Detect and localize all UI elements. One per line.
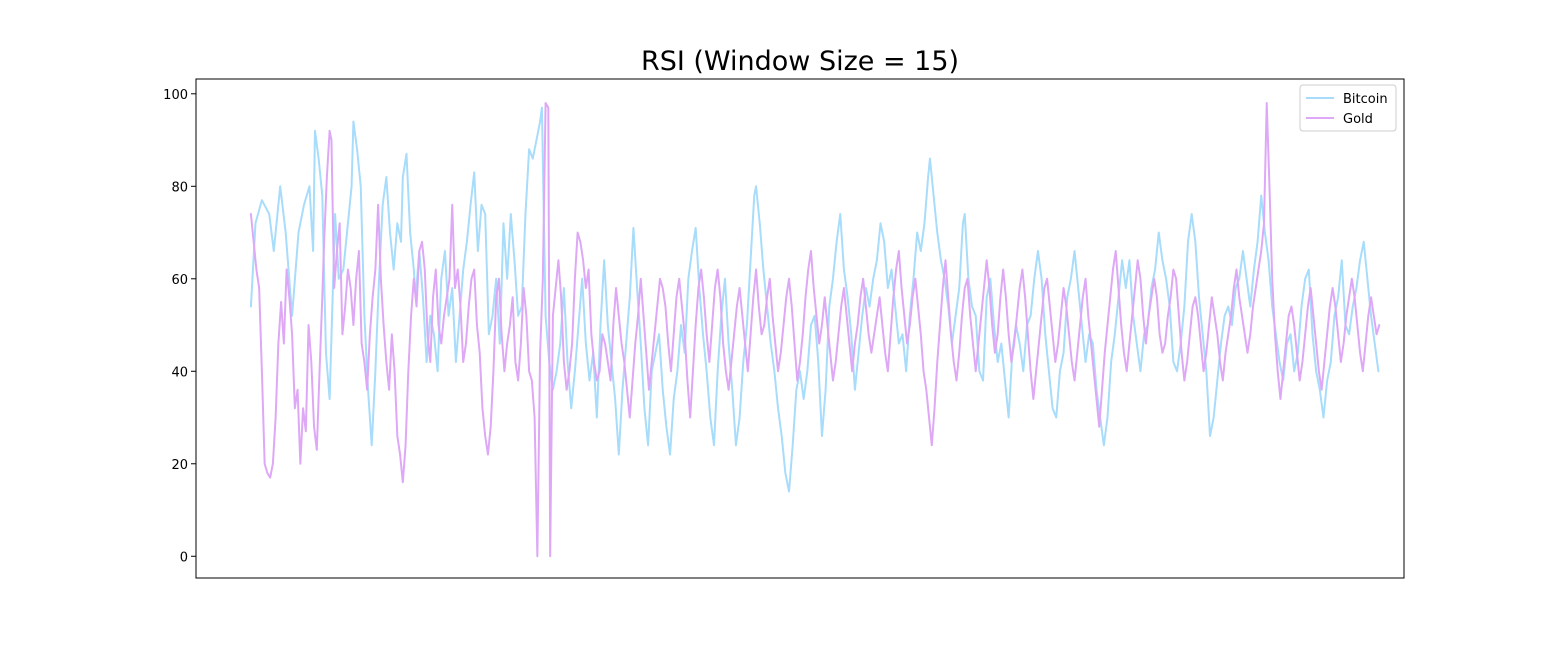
chart-title: RSI (Window Size = 15) [641,46,959,77]
legend-label-gold: Gold [1343,112,1373,127]
legend-box [1299,84,1397,132]
y-tick-label: 0 [180,550,188,565]
series-group [249,102,1381,558]
plot-area: 0 20 40 60 80 100 Bitcoin Gold [163,78,1405,579]
y-tick-label: 40 [171,365,188,380]
series-line-gold [249,102,1381,558]
y-tick-label: 20 [171,458,188,473]
y-tick-label: 100 [163,88,188,103]
y-tick-label: 60 [171,273,188,288]
axes-frame [195,78,1405,579]
series-line-bitcoin [249,106,1380,493]
y-tick-label: 80 [171,180,188,195]
legend-label-bitcoin: Bitcoin [1343,92,1388,107]
legend: Bitcoin Gold [1299,84,1397,132]
